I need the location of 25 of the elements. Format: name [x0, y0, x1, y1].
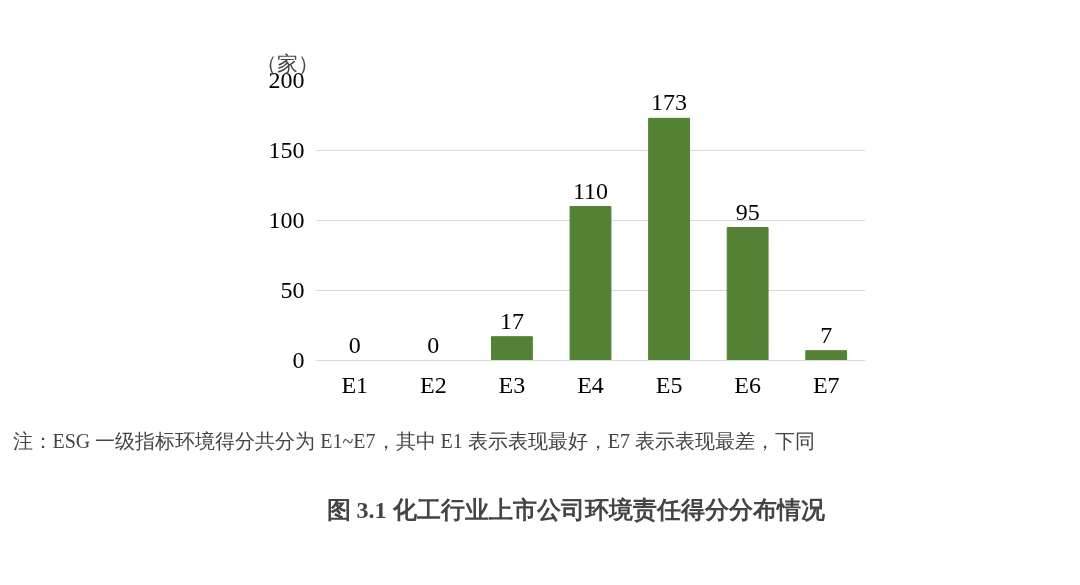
text: 注：ESG 一级指标环境得分共分为 E1~E7，其中 E1 表示表现最好，E7 表示表现最差，下同: [12, 430, 815, 452]
data-label: 0: [427, 331, 440, 358]
x-tick-label: E7: [812, 371, 840, 398]
x-tick-label: E5: [655, 371, 683, 398]
x-tick-label: E6: [734, 371, 761, 398]
bar: [805, 350, 848, 361]
x-tick-label: E4: [577, 371, 604, 398]
data-label: 0: [348, 331, 361, 358]
bar: [726, 227, 769, 361]
data-label: 7: [820, 321, 833, 348]
bar: [569, 206, 612, 361]
y-tick-label: 100: [268, 207, 305, 233]
text: 图 3.1 化工行业上市公司环境责任得分分布情况: [326, 496, 826, 523]
bar: [648, 117, 690, 361]
y-tick-label: 50: [280, 277, 305, 303]
data-label: 110: [572, 177, 609, 204]
bar: [491, 336, 533, 361]
y-tick-label: 150: [268, 137, 305, 163]
x-tick-label: E1: [341, 371, 369, 398]
x-tick-label: E2: [420, 371, 447, 398]
x-tick-label: E3: [498, 371, 526, 398]
data-label: 17: [499, 307, 524, 334]
y-tick-label: 0: [292, 347, 305, 373]
data-label: 173: [651, 89, 688, 116]
data-label: 95: [735, 198, 760, 225]
